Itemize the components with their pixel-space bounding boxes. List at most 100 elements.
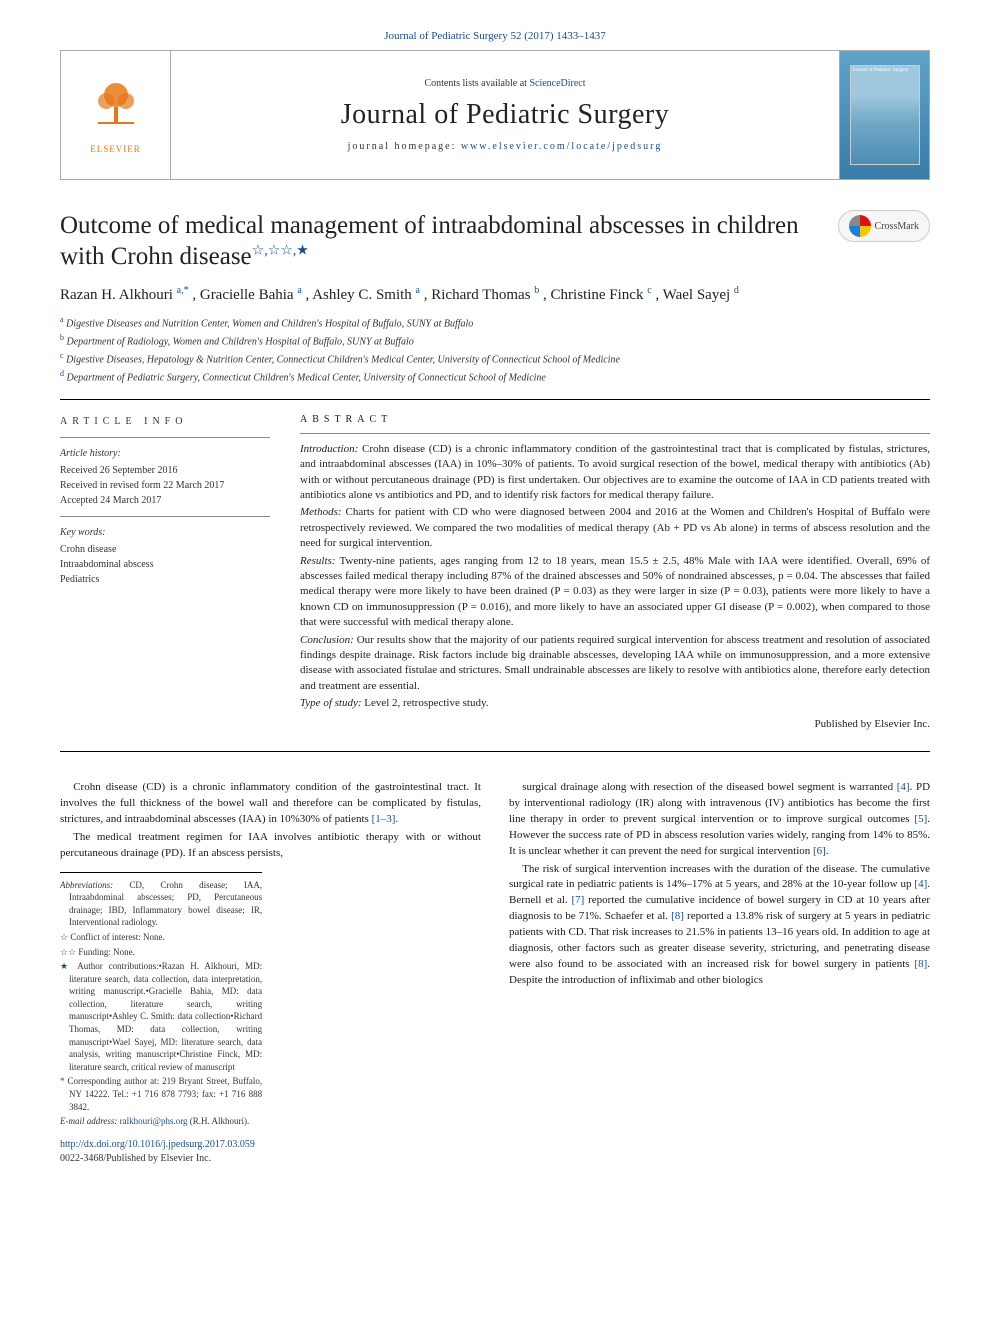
fn-text: Author contributions:•Razan H. Alkhouri,…	[69, 961, 262, 1072]
crossmark-icon	[849, 215, 871, 237]
crossmark-label: CrossMark	[875, 221, 919, 232]
fn-text: Conflict of interest: None.	[68, 932, 165, 942]
elsevier-logo[interactable]: ELSEVIER	[61, 51, 171, 179]
author-aff-sup[interactable]: c	[647, 285, 651, 296]
journal-homepage-line: journal homepage: www.elsevier.com/locat…	[348, 141, 663, 152]
citation-link[interactable]: [4]	[897, 781, 910, 793]
abstract-heading: abstract	[300, 414, 930, 425]
journal-cover-thumb[interactable]: Journal of Pediatric Surgery	[839, 51, 929, 179]
fn-contributions: ★ Author contributions:•Razan H. Alkhour…	[60, 960, 262, 1073]
fn-abbreviations: Abbreviations: CD, Crohn disease; IAA, I…	[60, 879, 262, 929]
sciencedirect-link[interactable]: ScienceDirect	[529, 78, 585, 89]
history-received: Received 26 September 2016	[60, 463, 270, 478]
contents-available-line: Contents lists available at ScienceDirec…	[424, 78, 585, 89]
citation-link[interactable]: [8]	[914, 958, 927, 970]
journal-banner: ELSEVIER Contents lists available at Sci…	[60, 50, 930, 180]
affiliation: b Department of Radiology, Women and Chi…	[60, 332, 930, 350]
author-name: , Christine Finck	[543, 287, 647, 303]
fn-text: Corresponding author at: 219 Bryant Stre…	[65, 1076, 263, 1111]
citation-link[interactable]: [8]	[671, 910, 684, 922]
journal-homepage-link[interactable]: www.elsevier.com/locate/jpedsurg	[461, 141, 662, 152]
fn-symbol-icon: ★	[60, 961, 72, 971]
article-page: Journal of Pediatric Surgery 52 (2017) 1…	[0, 0, 990, 1187]
aff-text: Department of Pediatric Surgery, Connect…	[64, 373, 546, 384]
history-revised: Received in revised form 22 March 2017	[60, 478, 270, 493]
fn-conflict: ☆ Conflict of interest: None.	[60, 931, 262, 944]
keyword[interactable]: Intraabdominal abscess	[60, 557, 270, 572]
article-history-label: Article history:	[60, 446, 270, 461]
author-name: , Wael Sayej	[655, 287, 734, 303]
title-footnote-symbols[interactable]: ☆,☆☆,★	[252, 244, 309, 259]
email-link[interactable]: ralkhouri@phs.org	[120, 1116, 188, 1126]
article-body: Crohn disease (CD) is a chronic inflamma…	[60, 780, 930, 1167]
author-aff-sup[interactable]: d	[734, 285, 739, 296]
citation-link[interactable]: [1–3]	[372, 813, 396, 825]
article-info-box: article info Article history: Received 2…	[60, 414, 270, 733]
homepage-prefix: journal homepage:	[348, 141, 461, 152]
divider	[60, 516, 270, 517]
article-head: Outcome of medical management of intraab…	[60, 210, 930, 273]
author[interactable]: , Christine Finck c	[543, 287, 652, 303]
citation-link[interactable]: [7]	[571, 894, 584, 906]
citation-line[interactable]: Journal of Pediatric Surgery 52 (2017) 1…	[60, 30, 930, 42]
fn-text: Funding: None.	[76, 947, 135, 957]
crossmark-badge[interactable]: CrossMark	[838, 210, 930, 242]
history-accepted: Accepted 24 March 2017	[60, 493, 270, 508]
citation-link[interactable]: [4]	[914, 878, 927, 890]
fn-symbol-icon: ☆☆	[60, 947, 76, 957]
author-name: , Ashley C. Smith	[306, 287, 416, 303]
divider	[300, 433, 930, 434]
citation-link[interactable]: [5]	[914, 813, 927, 825]
journal-title: Journal of Pediatric Surgery	[341, 99, 669, 131]
affiliation: c Digestive Diseases, Hepatology & Nutri…	[60, 350, 930, 368]
elsevier-name: ELSEVIER	[90, 144, 141, 154]
body-p1-end: .	[395, 813, 398, 825]
doi-link[interactable]: http://dx.doi.org/10.1016/j.jpedsurg.201…	[60, 1139, 255, 1150]
author-aff-sup[interactable]: a	[297, 285, 301, 296]
issn-line: 0022-3468/Published by Elsevier Inc.	[60, 1152, 481, 1167]
abstract-box: abstract Introduction: Crohn disease (CD…	[300, 414, 930, 733]
keyword[interactable]: Crohn disease	[60, 542, 270, 557]
author[interactable]: , Gracielle Bahia a	[192, 287, 301, 303]
aff-text: Digestive Diseases, Hepatology & Nutriti…	[64, 354, 620, 365]
doi-block: http://dx.doi.org/10.1016/j.jpedsurg.201…	[60, 1138, 481, 1167]
body-p3a: surgical drainage along with resection o…	[522, 781, 897, 793]
citation-link[interactable]: [6]	[813, 845, 826, 857]
body-p1: Crohn disease (CD) is a chronic inflamma…	[60, 781, 481, 825]
email-suffix: (R.H. Alkhouri).	[188, 1116, 250, 1126]
abs-intro-label: Introduction:	[300, 443, 358, 455]
article-info-heading: article info	[60, 414, 270, 429]
affiliation: a Digestive Diseases and Nutrition Cente…	[60, 314, 930, 332]
keyword[interactable]: Pediatrics	[60, 572, 270, 587]
abs-results-label: Results:	[300, 555, 335, 567]
footnotes: Abbreviations: CD, Crohn disease; IAA, I…	[60, 872, 262, 1128]
author-name: Razan H. Alkhouri	[60, 287, 177, 303]
affiliation: d Department of Pediatric Surgery, Conne…	[60, 368, 930, 386]
author-aff-sup[interactable]: a,*	[177, 285, 189, 296]
author-aff-sup[interactable]: b	[534, 285, 539, 296]
abstract-body: Introduction: Crohn disease (CD) is a ch…	[300, 442, 930, 733]
elsevier-tree-icon	[88, 77, 144, 140]
body-p4a: The risk of surgical intervention increa…	[509, 863, 930, 891]
aff-text: Department of Radiology, Women and Child…	[64, 336, 414, 347]
author[interactable]: , Wael Sayej d	[655, 287, 739, 303]
email-label: E-mail address:	[60, 1116, 120, 1126]
abs-conclusion: Our results show that the majority of ou…	[300, 634, 930, 692]
contents-prefix: Contents lists available at	[424, 78, 529, 89]
publisher-line: Published by Elsevier Inc.	[300, 717, 930, 732]
body-p3c-end: .	[826, 845, 829, 857]
banner-center: Contents lists available at ScienceDirec…	[171, 51, 839, 179]
cover-inner: Journal of Pediatric Surgery	[850, 65, 920, 165]
author[interactable]: Razan H. Alkhouri a,*	[60, 287, 189, 303]
info-abstract-row: article info Article history: Received 2…	[60, 400, 930, 751]
abs-type-label: Type of study:	[300, 697, 362, 709]
keywords-label: Key words:	[60, 525, 270, 540]
abs-results: Twenty-nine patients, ages ranging from …	[300, 555, 930, 629]
aff-text: Digestive Diseases and Nutrition Center,…	[64, 318, 474, 329]
author-list: Razan H. Alkhouri a,* , Gracielle Bahia …	[60, 285, 930, 304]
abs-type: Level 2, retrospective study.	[362, 697, 489, 709]
fn-corresponding: * Corresponding author at: 219 Bryant St…	[60, 1075, 262, 1113]
author[interactable]: , Richard Thomas b	[424, 287, 540, 303]
author[interactable]: , Ashley C. Smith a	[306, 287, 420, 303]
author-aff-sup[interactable]: a	[416, 285, 420, 296]
